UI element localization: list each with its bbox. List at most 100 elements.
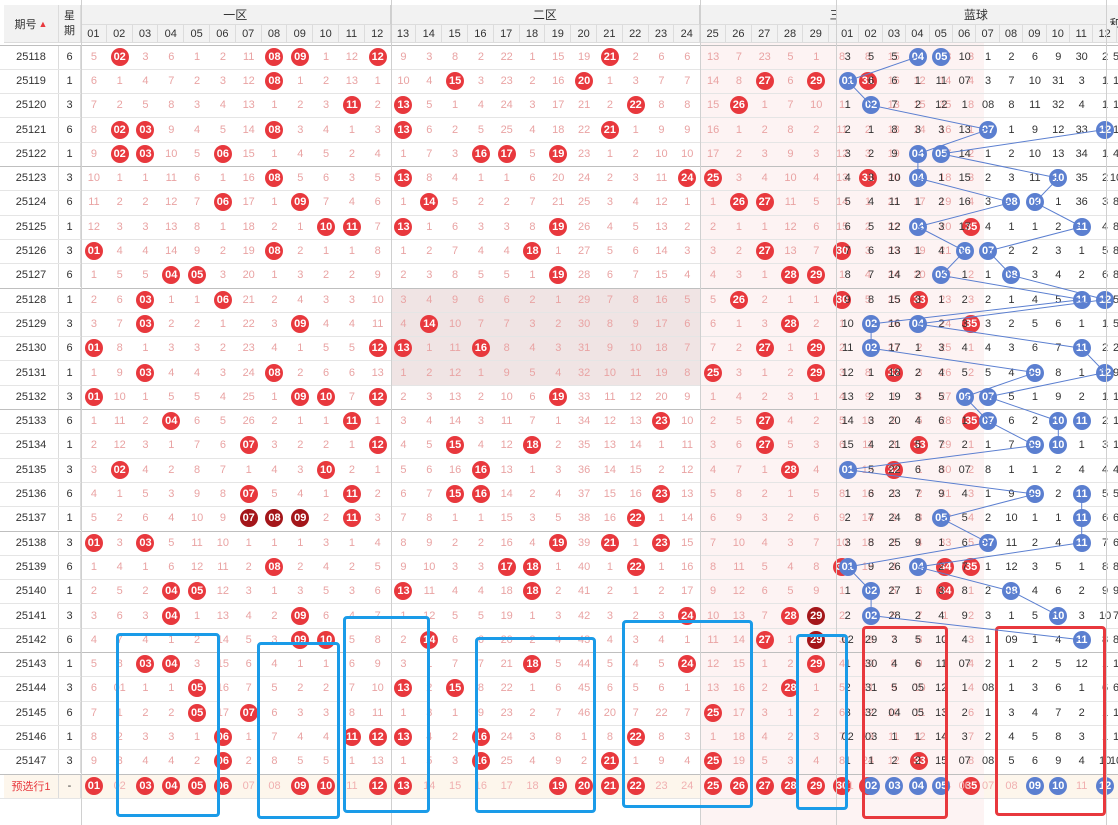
predict-back-cell[interactable]: 03 — [883, 774, 906, 798]
back-cell: 19 — [888, 390, 901, 403]
predict-back-cell[interactable]: 10 — [1047, 774, 1070, 798]
red-ball[interactable]: 28 — [781, 776, 800, 795]
predict-front-cell[interactable]: 22 — [623, 774, 649, 798]
red-ball[interactable]: 12 — [368, 776, 387, 795]
front-cell: 3 — [606, 609, 613, 622]
blue-ball[interactable]: 02 — [862, 776, 881, 795]
red-ball[interactable]: 19 — [549, 776, 568, 795]
predict-front-cell[interactable]: 07 — [242, 779, 255, 792]
back-cell: 2 — [844, 609, 851, 622]
red-ball[interactable]: 04 — [162, 776, 181, 795]
predict-back-cell[interactable]: 09 — [1023, 774, 1046, 798]
predict-front-cell[interactable]: 24 — [681, 779, 694, 792]
red-ball[interactable]: 09 — [291, 776, 310, 795]
red-ball[interactable]: 05 — [188, 776, 207, 795]
front-cell: 8 — [90, 123, 97, 136]
predict-front-cell[interactable]: 23 — [655, 779, 668, 792]
predict-front-cell[interactable]: 10 — [313, 774, 339, 798]
predict-front-cell[interactable]: 25 — [700, 774, 726, 798]
predict-back-cell[interactable]: 08 — [1005, 779, 1018, 792]
predict-front-cell[interactable]: 17 — [500, 779, 513, 792]
predict-front-cell[interactable]: 11 — [346, 779, 358, 792]
predict-front-cell[interactable]: 18 — [526, 779, 539, 792]
front-cell: 7 — [374, 220, 381, 233]
predict-front-cell[interactable]: 20 — [571, 774, 597, 798]
back-cell: 10 — [1028, 147, 1041, 160]
predict-front-cell[interactable]: 29 — [803, 774, 829, 798]
front-cell: 19 — [545, 263, 571, 287]
front-cell: 2 — [348, 147, 355, 160]
front-cell: 1 — [90, 415, 97, 428]
front-cell: 5 — [142, 269, 149, 282]
red-ball[interactable]: 29 — [807, 776, 826, 795]
predict-back-cell[interactable]: 07 — [981, 779, 995, 792]
red-ball[interactable]: 25 — [704, 776, 723, 795]
predict-front-cell[interactable]: 03 — [133, 774, 159, 798]
front-cell: 27 — [577, 245, 591, 258]
predict-front-cell[interactable]: 15 — [448, 779, 462, 792]
predict-front-cell[interactable]: 08 — [268, 779, 281, 792]
back-cell: 6 — [1031, 755, 1038, 768]
predict-back-cell[interactable]: 06 — [958, 779, 971, 792]
blue-ball[interactable]: 03 — [885, 776, 904, 795]
predict-front-cell[interactable]: 19 — [545, 774, 571, 798]
red-ball[interactable]: 22 — [626, 776, 645, 795]
red-ball: 11 — [342, 485, 361, 504]
sort-up-icon[interactable]: ▲ — [38, 18, 48, 29]
predict-front-cell[interactable]: 27 — [752, 774, 778, 798]
front-cell: 08 — [262, 166, 288, 190]
predict-front-cell[interactable]: 05 — [184, 774, 210, 798]
red-ball[interactable]: 21 — [600, 776, 619, 795]
zone-divider — [700, 0, 702, 825]
predict-back-cell[interactable]: 02 — [859, 774, 882, 798]
red-ball: 27 — [755, 193, 774, 212]
predict-front-cell[interactable]: 35 — [958, 774, 984, 798]
front-cell: 3 — [735, 269, 742, 282]
red-ball[interactable]: 10 — [317, 776, 336, 795]
front-cell: 9 — [194, 488, 201, 501]
front-cell: 12 — [365, 385, 391, 409]
predict-front-cell[interactable]: 01 — [81, 774, 107, 798]
front-cell: 10 — [706, 609, 720, 622]
back-cell: 1 — [868, 123, 875, 136]
front-cell: 29 — [803, 336, 829, 360]
red-ball[interactable]: 03 — [136, 776, 155, 795]
front-cell: 9 — [710, 585, 717, 598]
red-ball[interactable]: 01 — [84, 776, 103, 795]
predict-front-cell[interactable]: 04 — [158, 774, 184, 798]
predict-front-cell[interactable]: 09 — [287, 774, 313, 798]
back-cell: 11 — [888, 196, 901, 209]
front-cell: 12 — [190, 560, 204, 573]
red-ball: 01 — [84, 242, 103, 261]
back-cell: 11 — [1070, 531, 1093, 555]
red-ball: 16 — [471, 144, 490, 163]
blue-ball[interactable]: 04 — [908, 776, 927, 795]
predict-front-cell[interactable]: 28 — [778, 774, 804, 798]
issue-header[interactable]: 期号 ▲ — [4, 5, 59, 43]
front-cell: 3 — [710, 439, 717, 452]
back-cell: 31 — [864, 682, 878, 695]
red-ball[interactable]: 26 — [729, 776, 748, 795]
predict-front-cell[interactable]: 13 — [391, 774, 417, 798]
front-cell: 6 — [839, 706, 846, 719]
predict-front-cell[interactable]: 21 — [597, 774, 623, 798]
red-ball[interactable]: 35 — [962, 776, 981, 795]
red-ball[interactable]: 20 — [575, 776, 594, 795]
back-cell: 1 — [985, 439, 992, 452]
front-cell: 24 — [674, 652, 700, 676]
predict-row-label[interactable]: 预选行1 — [4, 773, 59, 798]
front-cell: 1 — [477, 172, 484, 185]
red-ball[interactable]: 13 — [394, 776, 413, 795]
predict-front-cell[interactable]: 12 — [365, 774, 391, 798]
blue-ball[interactable]: 09 — [1025, 776, 1044, 795]
predict-front-cell[interactable]: 26 — [726, 774, 752, 798]
predict-back-cell[interactable]: 04 — [906, 774, 929, 798]
front-cell: 5 — [271, 682, 278, 695]
predict-back-cell[interactable]: 11 — [1075, 779, 1088, 792]
back-cell: 10 — [1047, 409, 1070, 433]
red-ball[interactable]: 27 — [755, 776, 774, 795]
blue-ball[interactable]: 10 — [1049, 776, 1068, 795]
red-ball: 03 — [136, 290, 155, 309]
front-cell: 4 — [813, 755, 820, 768]
front-cell: 2 — [555, 439, 562, 452]
